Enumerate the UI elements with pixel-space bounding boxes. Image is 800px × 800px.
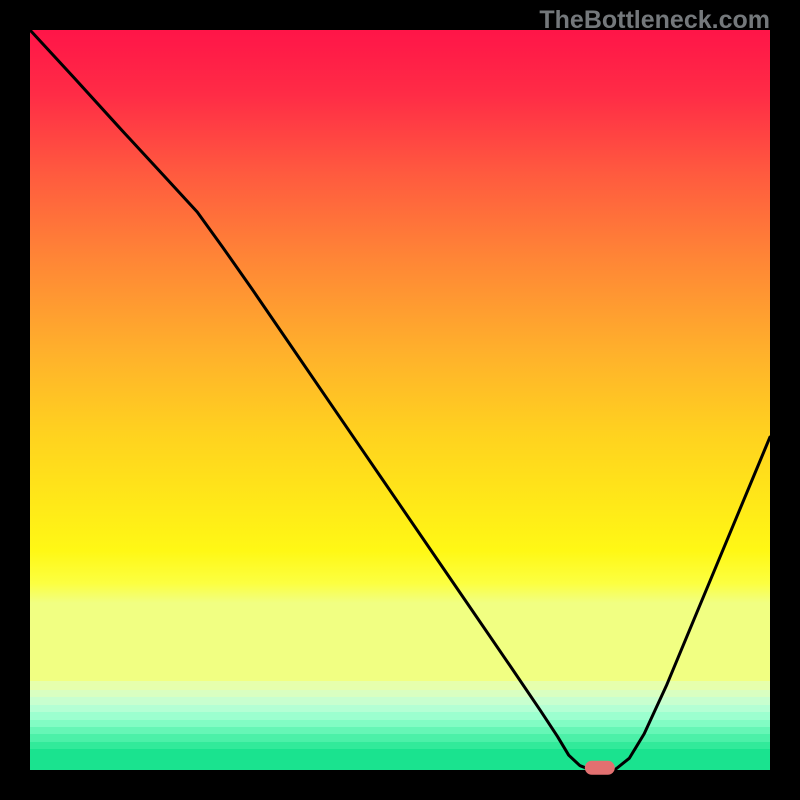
green-band-row xyxy=(30,712,770,719)
green-band-row xyxy=(30,681,770,690)
green-band-row xyxy=(30,734,770,741)
green-band-row xyxy=(30,705,770,712)
gradient-background xyxy=(30,30,770,681)
green-band-row xyxy=(30,697,770,704)
green-band xyxy=(30,681,770,770)
chart-container: TheBottleneck.com xyxy=(0,0,800,800)
watermark-text: TheBottleneck.com xyxy=(539,6,770,35)
green-band-row xyxy=(30,720,770,727)
green-band-row xyxy=(30,749,770,770)
green-band-row xyxy=(30,727,770,734)
green-band-row xyxy=(30,742,770,749)
green-band-row xyxy=(30,690,770,697)
